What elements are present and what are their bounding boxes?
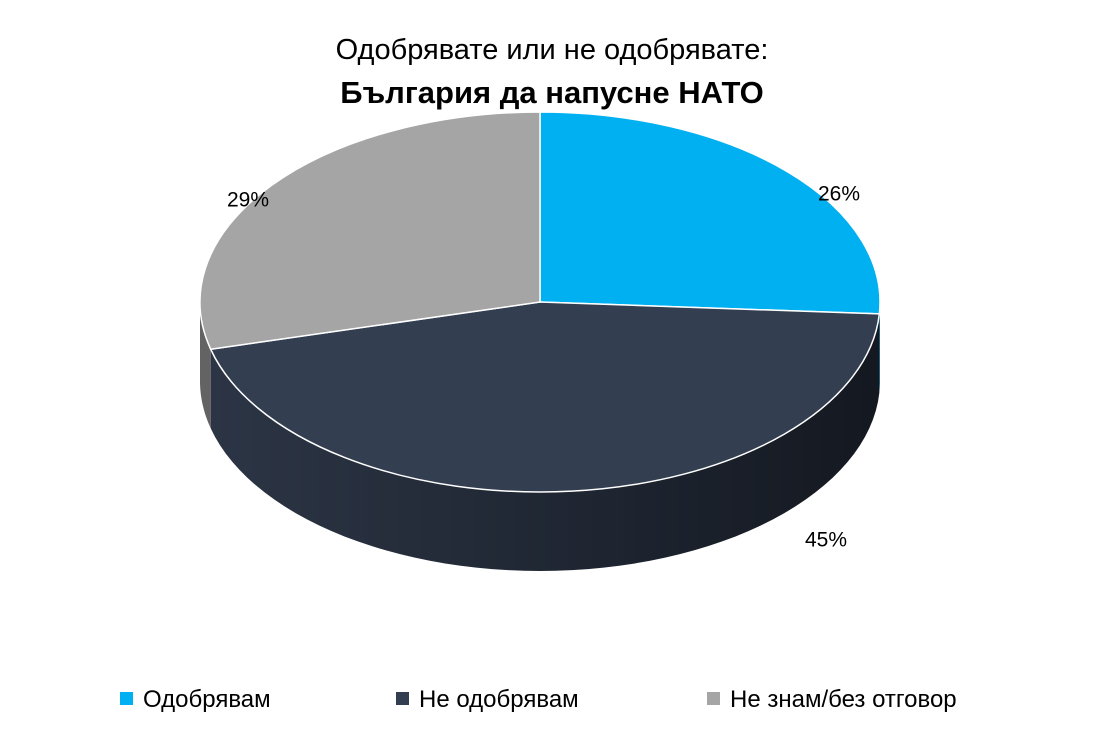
chart-title: Одобрявате или не одобрявате: bbox=[336, 34, 769, 66]
chart-subtitle: България да напусне НАТО bbox=[340, 75, 763, 110]
legend-label-0: Одобрявам bbox=[143, 686, 271, 713]
pie-side-1 bbox=[210, 313, 880, 571]
data-label-2: 29% bbox=[227, 189, 269, 212]
data-label-0: 26% bbox=[818, 183, 860, 206]
pie-slice-2 bbox=[199, 111, 541, 350]
pie-slice-0 bbox=[539, 111, 881, 315]
data-labels: 26% 45% 29% bbox=[227, 183, 860, 552]
data-label-1: 45% bbox=[805, 529, 847, 552]
legend: Одобрявам Не одобрявам Не знам/без отговор bbox=[120, 686, 957, 713]
pie-slice-1 bbox=[209, 301, 881, 493]
legend-swatch-0 bbox=[120, 692, 133, 705]
legend-label-2: Не знам/без отговор bbox=[730, 686, 957, 713]
legend-label-1: Не одобрявам bbox=[419, 686, 579, 713]
pie-side-2 bbox=[200, 302, 211, 429]
pie-side-0 bbox=[879, 302, 880, 393]
legend-swatch-2 bbox=[707, 692, 720, 705]
pie-slices bbox=[199, 111, 881, 571]
legend-swatch-1 bbox=[396, 692, 409, 705]
